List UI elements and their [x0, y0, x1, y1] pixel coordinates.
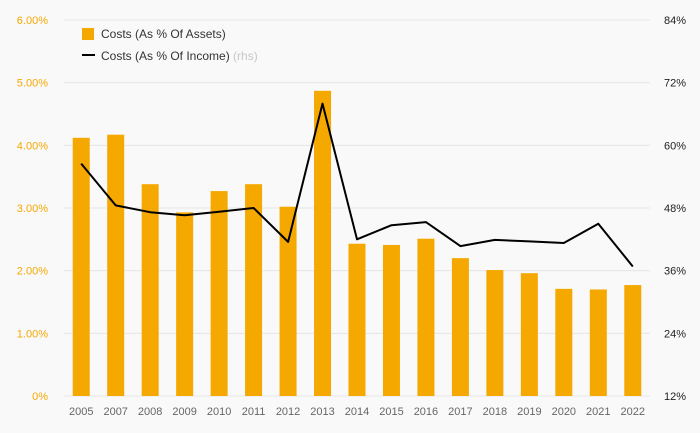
bar-2019 [520, 273, 538, 396]
bar-2016 [417, 238, 435, 396]
x-tick-label: 2017 [448, 406, 472, 418]
x-tick-label: 2008 [138, 406, 162, 418]
bar-2021 [589, 289, 607, 396]
bar-series [72, 90, 642, 397]
x-tick-label: 2018 [483, 406, 507, 418]
line-series [80, 102, 634, 268]
legend-label-line-suffix: (rhs) [233, 49, 258, 63]
left-tick-label: 5.00% [17, 78, 48, 90]
x-tick-label: 2019 [517, 406, 541, 418]
x-tick-label: 2007 [103, 406, 127, 418]
x-tick-label: 2014 [345, 406, 369, 418]
x-tick-label: 2020 [552, 406, 576, 418]
bar-2015 [382, 244, 400, 396]
line-costs-income [80, 102, 634, 268]
legend: Costs (As % Of Assets) Costs (As % Of In… [82, 27, 258, 63]
bar-2020 [555, 288, 573, 396]
bar-2017 [451, 258, 469, 396]
x-tick-label: 2022 [621, 406, 645, 418]
bar-2008 [141, 184, 159, 396]
bar-2009 [176, 212, 194, 396]
legend-label-line-name: Costs (As % Of Income) [101, 49, 230, 63]
x-tick-label: 2010 [207, 406, 231, 418]
left-tick-label: 1.00% [17, 328, 48, 340]
x-tick-label: 2021 [586, 406, 610, 418]
x-tick-label: 2013 [310, 406, 334, 418]
bar-2013 [314, 90, 332, 397]
x-tick-label: 2009 [172, 406, 196, 418]
left-tick-label: 0% [32, 391, 48, 403]
legend-swatch-bar [82, 28, 94, 40]
bar-2014 [348, 243, 366, 396]
legend-label-line: Costs (As % Of Income) (rhs) [101, 49, 258, 63]
right-tick-label: 48% [664, 203, 686, 215]
right-tick-label: 12% [664, 391, 686, 403]
legend-label-bar: Costs (As % Of Assets) [101, 27, 226, 41]
left-tick-label: 6.00% [17, 15, 48, 27]
bar-2011 [245, 184, 263, 396]
x-tick-label: 2005 [69, 406, 93, 418]
bar-2022 [624, 285, 642, 396]
left-tick-label: 4.00% [17, 140, 48, 152]
left-tick-label: 3.00% [17, 203, 48, 215]
bar-2018 [486, 270, 504, 396]
bar-2010 [210, 191, 228, 396]
right-tick-label: 36% [664, 266, 686, 278]
x-tick-label: 2011 [242, 406, 266, 418]
x-tick-label: 2016 [414, 406, 438, 418]
bar-2012 [279, 206, 297, 396]
left-tick-label: 2.00% [17, 266, 48, 278]
right-tick-label: 84% [664, 15, 686, 27]
axes: 0% 1.00% 2.00% 3.00% 4.00% 5.00% 6.00% 12% 24% 36… [17, 15, 686, 418]
bar-2005 [72, 137, 90, 396]
x-tick-label: 2012 [276, 406, 300, 418]
right-tick-label: 60% [664, 140, 686, 152]
x-tick-label: 2015 [379, 406, 403, 418]
right-tick-label: 72% [664, 78, 686, 90]
right-tick-label: 24% [664, 328, 686, 340]
bar-2007 [107, 134, 125, 396]
